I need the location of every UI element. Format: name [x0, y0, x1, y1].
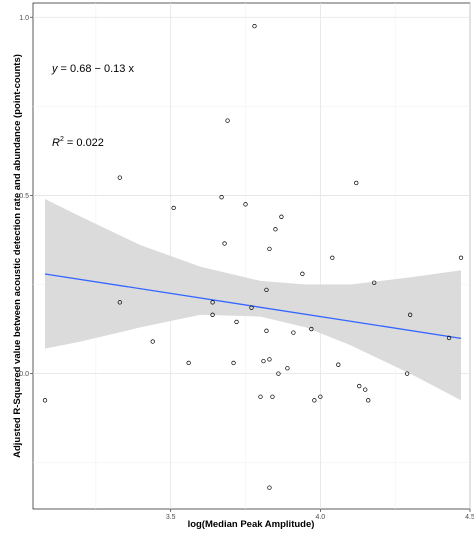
data-point — [357, 383, 362, 389]
r2-exponent: 2 — [60, 136, 64, 143]
grid — [33, 3, 471, 509]
data-point — [404, 371, 410, 376]
data-point — [354, 180, 359, 186]
data-point — [366, 398, 371, 403]
data-point — [458, 255, 464, 260]
data-point — [312, 398, 317, 403]
y-tick-label: 0.0 — [19, 371, 29, 378]
x-axis-title: log(Median Peak Amplitude) — [188, 519, 315, 530]
data-point — [243, 202, 248, 207]
x-tick-label: 4.5 — [465, 514, 474, 521]
r-squared-annotation: R2 = 0.022 — [52, 136, 104, 149]
r2-base: R — [52, 137, 60, 149]
data-point — [234, 319, 239, 325]
data-point — [291, 330, 296, 335]
data-point — [446, 335, 452, 341]
equation-prefix: y — [51, 63, 59, 75]
data-point — [264, 328, 269, 333]
data-points — [42, 24, 464, 490]
x-tick-label: 3.5 — [166, 514, 176, 521]
data-point — [309, 326, 314, 332]
x-axis-ticks: 3.5 4.0 4.5 — [166, 509, 474, 521]
y-axis-title: Adjusted R-Squared value between acousti… — [12, 54, 23, 458]
data-point — [407, 312, 413, 317]
data-point — [273, 227, 278, 232]
data-point — [276, 371, 281, 376]
data-point — [267, 246, 272, 252]
data-point — [336, 362, 341, 367]
data-point — [264, 287, 269, 293]
data-point — [231, 360, 236, 366]
data-point — [372, 280, 377, 285]
data-point — [330, 255, 335, 260]
y-axis-ticks: 0.0 0.5 1.0 — [19, 15, 33, 378]
y-tick-label: 1.0 — [19, 15, 29, 22]
data-point — [258, 394, 263, 399]
data-point — [186, 360, 191, 366]
y-tick-label: 0.5 — [19, 193, 29, 200]
data-point — [210, 312, 215, 317]
data-point — [318, 394, 323, 399]
data-point — [261, 358, 266, 364]
data-point — [279, 214, 284, 219]
data-point — [117, 300, 122, 305]
equation-annotation: y = 0.68 − 0.13 x — [51, 63, 134, 75]
equation-rest: = 0.68 − 0.13 x — [58, 63, 135, 75]
data-point — [150, 339, 155, 344]
data-point — [225, 118, 230, 123]
data-point — [249, 305, 254, 310]
x-tick-label: 4.0 — [315, 514, 325, 521]
confidence-band — [45, 199, 461, 401]
data-point — [219, 195, 224, 200]
data-point — [270, 394, 275, 399]
data-point — [117, 175, 122, 180]
data-point — [210, 300, 215, 305]
data-point — [171, 205, 176, 211]
r2-rest: = 0.022 — [64, 137, 104, 149]
data-point — [363, 387, 368, 392]
data-point — [267, 357, 272, 362]
data-point — [42, 398, 48, 403]
data-point — [300, 271, 305, 276]
data-point — [285, 366, 290, 371]
data-point — [267, 485, 272, 490]
data-point — [222, 241, 227, 246]
data-point — [252, 24, 257, 29]
